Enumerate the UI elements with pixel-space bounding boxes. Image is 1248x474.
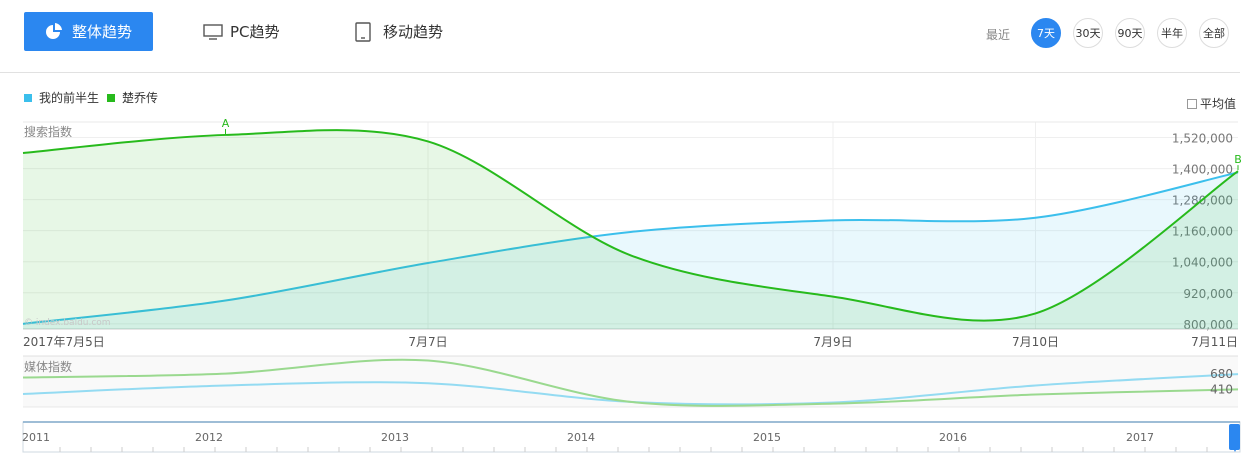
- search-index-title: 搜索指数: [24, 124, 72, 139]
- legend-label-1: 我的前半生: [39, 91, 100, 105]
- x-tick-label: 7月10日: [1012, 335, 1059, 349]
- series-line-2: [22, 129, 1239, 322]
- range-all-button[interactable]: 全部: [1199, 18, 1229, 48]
- timeline-handle: [1229, 424, 1240, 450]
- average-label: 平均值: [1200, 97, 1237, 111]
- legend-label-2: 楚乔传: [122, 91, 159, 105]
- timeline-year-label: 2016: [939, 431, 967, 444]
- top-toolbar: 整体趋势 PC趋势 移动趋势 最近 7天 30天 90天 半年 全部: [0, 0, 1240, 73]
- timeline-year-label: 2012: [195, 431, 223, 444]
- y-tick-label: 1,520,000: [1172, 132, 1233, 146]
- annotation-label: B: [1234, 153, 1242, 166]
- tab-mobile-label: 移动趋势: [383, 23, 444, 41]
- legend-item-2[interactable]: 楚乔传: [107, 89, 158, 106]
- x-tick-label: 7月9日: [813, 335, 852, 349]
- tablet-icon: [355, 21, 371, 42]
- legend-swatch-2: [107, 93, 116, 102]
- tab-pc-label: PC趋势: [230, 23, 280, 41]
- timeline-year-label: 2013: [381, 431, 409, 444]
- timeline-navigator: [22, 421, 1241, 453]
- tab-mobile-trend[interactable]: 移动趋势: [355, 12, 443, 51]
- y-tick-label: 1,040,000: [1172, 256, 1233, 270]
- x-tick-label: 7月7日: [408, 335, 447, 349]
- timeline-year-label: 2017: [1126, 431, 1154, 444]
- media-y-tick-label: 680: [1210, 367, 1233, 381]
- y-tick-label: 920,000: [1183, 287, 1233, 301]
- range-7days-button[interactable]: 7天: [1031, 18, 1061, 48]
- series-line-1: [22, 171, 1239, 325]
- media-series-line-1: [22, 373, 1239, 406]
- legend-swatch-1: [24, 93, 32, 102]
- media-series-line-2: [22, 358, 1239, 407]
- tab-pc-trend[interactable]: PC趋势: [203, 12, 280, 51]
- range-label: 最近: [986, 28, 1011, 42]
- series-area-2: [23, 130, 1238, 329]
- x-tick-label: 2017年7月5日: [23, 335, 105, 349]
- range-90days-button[interactable]: 90天: [1115, 18, 1145, 48]
- average-toggle[interactable]: 平均值: [1187, 95, 1236, 112]
- watermark: © index.baidu.com: [24, 318, 111, 328]
- chart-legend: 我的前半生 楚乔传: [24, 89, 158, 106]
- y-tick-label: 800,000: [1183, 318, 1233, 332]
- y-tick-label: 1,280,000: [1172, 194, 1233, 208]
- timeline-year-label: 2011: [22, 431, 50, 444]
- range-halfyear-button[interactable]: 半年: [1157, 18, 1187, 48]
- average-checkbox[interactable]: [1187, 98, 1197, 109]
- y-tick-label: 1,400,000: [1172, 163, 1233, 177]
- timeline-handle-pointer: [1233, 448, 1237, 452]
- annotation-label: A: [222, 117, 230, 130]
- monitor-icon: [203, 23, 223, 40]
- timeline-year-label: 2015: [753, 431, 781, 444]
- timeline-year-label: 2014: [567, 431, 595, 444]
- tab-overall-trend[interactable]: 整体趋势: [24, 12, 153, 51]
- pie-chart-icon: [45, 22, 62, 39]
- legend-item-1[interactable]: 我的前半生: [24, 89, 99, 106]
- y-tick-label: 1,160,000: [1172, 225, 1233, 239]
- media-y-tick-label: 410: [1210, 382, 1233, 396]
- tab-overall-label: 整体趋势: [71, 23, 132, 41]
- x-tick-label: 7月11日: [1191, 335, 1238, 349]
- media-panel-bg: [23, 356, 1238, 407]
- range-30days-button[interactable]: 30天: [1073, 18, 1103, 48]
- media-index-title: 媒体指数: [24, 359, 72, 374]
- series-area-1: [23, 172, 1238, 329]
